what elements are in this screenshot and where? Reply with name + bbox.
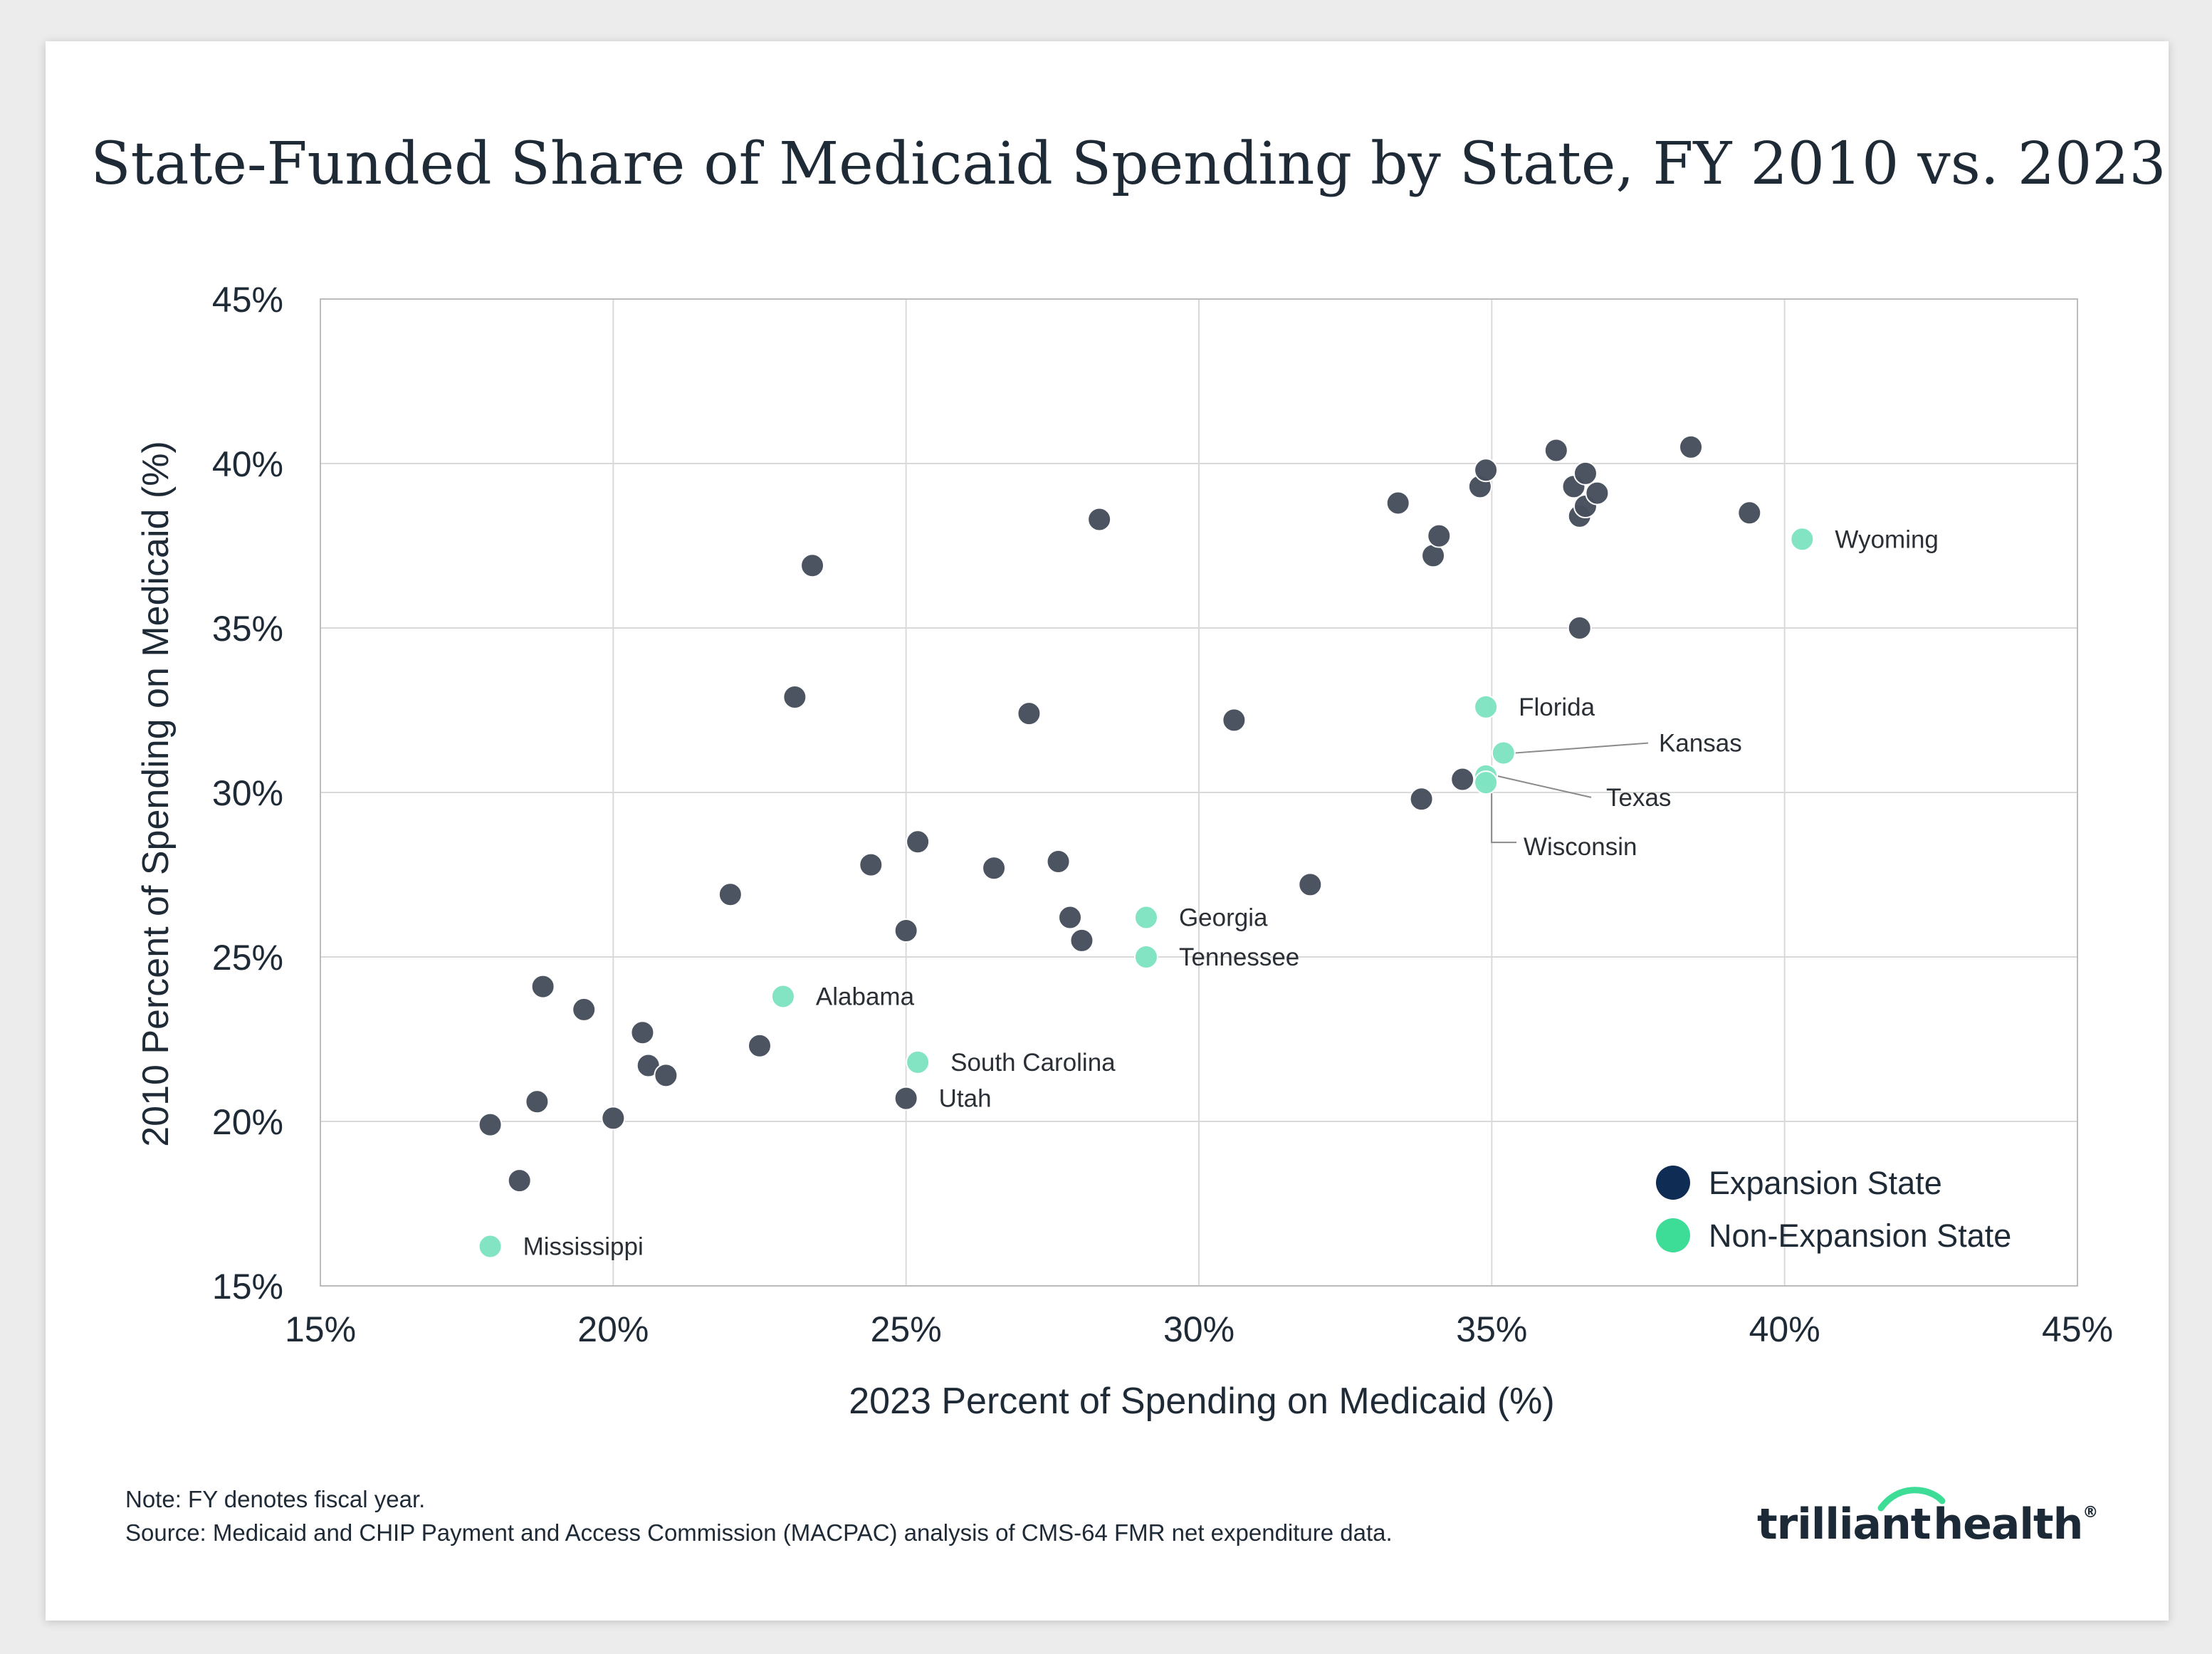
svg-text:trillianthealth®: trillianthealth® (1757, 1499, 2097, 1549)
x-tick-label: 40% (1749, 1309, 1820, 1349)
expansion-state-point (893, 1086, 918, 1111)
expansion-state-point (800, 553, 825, 578)
non-expansion-state-point (906, 1050, 931, 1074)
point-label-alabama: Alabama (816, 983, 915, 1010)
point-label-mississippi: Mississippi (523, 1233, 644, 1261)
non-expansion-state-point (1133, 905, 1158, 930)
expansion-state-point (1573, 461, 1598, 486)
expansion-state-point (601, 1106, 626, 1131)
logo-part-trilliant: trilliant (1757, 1499, 1931, 1549)
legend-marker-expansion (1656, 1166, 1690, 1200)
x-tick-label: 20% (577, 1309, 649, 1349)
x-axis-label: 2023 Percent of Spending on Medicaid (%) (849, 1381, 1555, 1422)
x-tick-label: 45% (2042, 1309, 2113, 1349)
chart-card (46, 41, 2169, 1621)
label-leader-line (1496, 775, 1592, 798)
point-label-south-carolina: South Carolina (950, 1049, 1116, 1077)
expansion-state-point (525, 1089, 550, 1114)
y-tick-label: 35% (212, 609, 283, 649)
non-expansion-state-point (1133, 945, 1158, 969)
point-label-tennessee: Tennessee (1179, 943, 1299, 971)
expansion-state-point (1222, 708, 1247, 733)
label-leader-line (1514, 742, 1649, 754)
x-tick-label: 30% (1163, 1309, 1235, 1349)
expansion-state-point (1298, 872, 1323, 897)
point-label-utah: Utah (939, 1085, 992, 1113)
y-tick-label: 45% (212, 280, 283, 320)
non-expansion-state-point (1474, 770, 1499, 795)
x-tick-label: 25% (871, 1309, 942, 1349)
expansion-state-point (1567, 616, 1592, 640)
expansion-state-point (1474, 458, 1499, 483)
y-tick-label: 40% (212, 444, 283, 484)
chart-title: State-Funded Share of Medicaid Spending … (90, 130, 2166, 198)
grid (320, 298, 2078, 1287)
expansion-state-point (572, 997, 597, 1022)
logo-swoosh-icon (1877, 1487, 1946, 1512)
expansion-state-point (1737, 501, 1762, 525)
non-expansion-state-point (770, 984, 795, 1009)
expansion-state-point (1385, 491, 1410, 515)
expansion-state-point (1543, 438, 1568, 463)
x-tick-label: 35% (1456, 1309, 1527, 1349)
logo-registered-mark: ® (2082, 1504, 2097, 1522)
y-tick-label: 30% (212, 773, 283, 813)
non-expansion-state-point (478, 1234, 503, 1259)
expansion-state-point (718, 882, 743, 907)
y-tick-label: 20% (212, 1102, 283, 1142)
point-label-wisconsin: Wisconsin (1524, 833, 1637, 861)
expansion-state-point (906, 829, 931, 854)
plot-frame (320, 298, 2078, 1287)
legend-label-expansion: Expansion State (1709, 1165, 1942, 1201)
y-axis-label: 2010 Percent of Spending on Medicaid (%) (135, 441, 177, 1147)
y-tick-label: 15% (212, 1267, 283, 1307)
expansion-state-point (1450, 767, 1475, 792)
expansion-state-point (1585, 481, 1610, 506)
expansion-state-point (893, 918, 918, 943)
legend-label-non-expansion: Non-Expansion State (1709, 1218, 2011, 1254)
point-label-georgia: Georgia (1179, 904, 1268, 932)
expansion-state-point (1058, 905, 1083, 930)
expansion-state-point (982, 856, 1007, 881)
point-label-kansas: Kansas (1659, 730, 1742, 758)
expansion-state-point (654, 1063, 678, 1088)
expansion-state-point (859, 852, 884, 877)
legend: Expansion State Non-Expansion State (1656, 1165, 2011, 1254)
expansion-state-point (507, 1168, 532, 1193)
expansion-state-point (1427, 523, 1452, 548)
axis-ticks: 15% 20% 25% 30% 35% 40% 45% 15% 20% 25% 30% 35% 40% 4… (212, 280, 2113, 1349)
expansion-state-point (1069, 928, 1094, 953)
y-tick-label: 25% (212, 938, 283, 978)
expansion-state-point (530, 974, 555, 999)
trilliant-health-logo: trillianthealth® (1757, 1487, 2098, 1549)
expansion-state-point (1087, 507, 1112, 532)
x-tick-label: 15% (285, 1309, 356, 1349)
logo-part-health: health (1933, 1499, 2082, 1549)
expansion-state-point (1046, 849, 1071, 874)
expansion-state-point (1017, 701, 1042, 726)
expansion-state-point (478, 1112, 503, 1137)
expansion-state-point (748, 1033, 772, 1058)
footnote: Note: FY denotes fiscal year. (125, 1486, 425, 1512)
legend-marker-non-expansion (1656, 1218, 1690, 1252)
non-expansion-state-point (1790, 527, 1815, 552)
point-label-wyoming: Wyoming (1835, 525, 1939, 553)
expansion-state-point (1679, 434, 1704, 459)
expansion-state-point (630, 1020, 655, 1045)
point-label-texas: Texas (1606, 784, 1671, 812)
expansion-state-point (1409, 787, 1434, 812)
point-label-florida: Florida (1519, 693, 1595, 721)
expansion-state-point (782, 685, 807, 710)
non-expansion-state-point (1491, 740, 1516, 765)
data-points (478, 434, 1815, 1259)
non-expansion-state-point (1474, 694, 1499, 719)
source-note: Source: Medicaid and CHIP Payment and Ac… (125, 1519, 1393, 1546)
point-labels: Utah Mississippi Alabama South Carolina Geor… (523, 525, 1939, 1260)
